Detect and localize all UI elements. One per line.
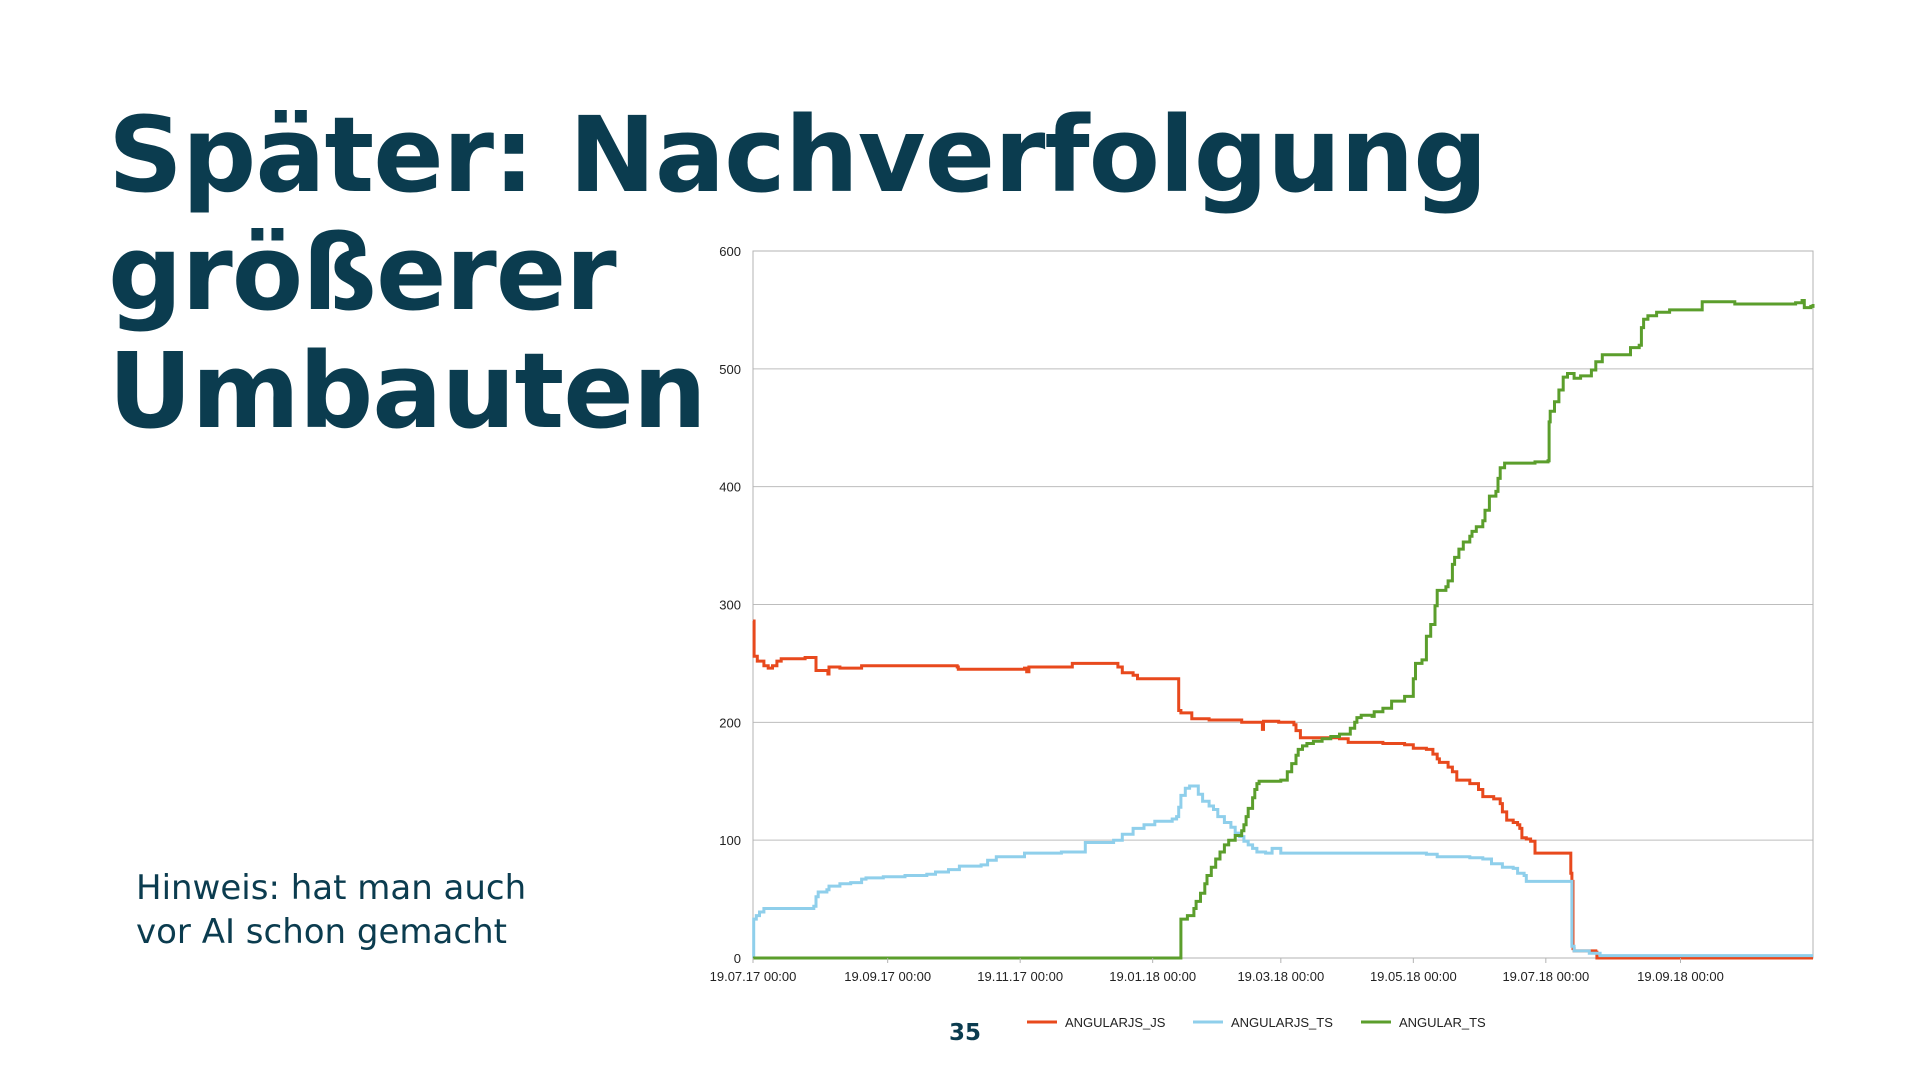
y-tick-label: 100 — [719, 833, 741, 848]
slide-title: Später: Nachverfolgung größerer Umbauten — [108, 96, 1868, 450]
x-tick-label: 19.11.17 00:00 — [977, 969, 1063, 984]
y-tick-label: 200 — [719, 715, 741, 730]
series-line-angular-ts — [753, 299, 1815, 960]
y-tick-label: 300 — [719, 598, 741, 613]
y-tick-label: 600 — [719, 244, 741, 259]
legend-label: ANGULARJS_TS — [1231, 1015, 1333, 1030]
x-tick-label: 19.05.18 00:00 — [1370, 969, 1457, 984]
y-tick-label: 500 — [719, 362, 741, 377]
x-tick-label: 19.09.17 00:00 — [844, 969, 931, 984]
slide-note-line-1: Hinweis: hat man auch — [136, 868, 527, 908]
plot-frame — [752, 250, 1814, 959]
x-tick-label: 19.03.18 00:00 — [1237, 969, 1324, 984]
x-tick-label: 19.01.18 00:00 — [1109, 969, 1196, 984]
y-tick-label: 0 — [734, 951, 741, 966]
x-tick-label: 19.09.18 00:00 — [1637, 969, 1724, 984]
y-axis-ticks: 0 100 200 300 400 500 600 — [719, 244, 741, 966]
series-line-angularjs-js — [752, 619, 1813, 960]
slide-note: Hinweis: hat man auch vor AI schon gemac… — [136, 866, 596, 954]
slide-note-line-2: vor AI schon gemacht — [136, 912, 507, 952]
x-tick-label: 19.07.17 00:00 — [710, 969, 797, 984]
slide-title-line-1: Später: Nachverfolgung größerer — [108, 94, 1488, 334]
slide-title-line-2: Umbauten — [108, 330, 707, 452]
x-axis-ticks: 19.07.17 00:00 19.09.17 00:00 19.11.17 00:… — [710, 958, 1724, 984]
legend-label: ANGULAR_TS — [1399, 1015, 1486, 1030]
series-line-angularjs-ts — [752, 784, 1813, 960]
y-tick-label: 400 — [719, 480, 741, 495]
page-number: 35 — [948, 1020, 981, 1046]
series-layer — [752, 299, 1815, 960]
legend-label: ANGULARJS_JS — [1065, 1015, 1166, 1030]
x-tick-label: 19.07.18 00:00 — [1502, 969, 1589, 984]
chart-legend: ANGULARJS_JS ANGULARJS_TS ANGULAR_TS — [1027, 1015, 1486, 1030]
